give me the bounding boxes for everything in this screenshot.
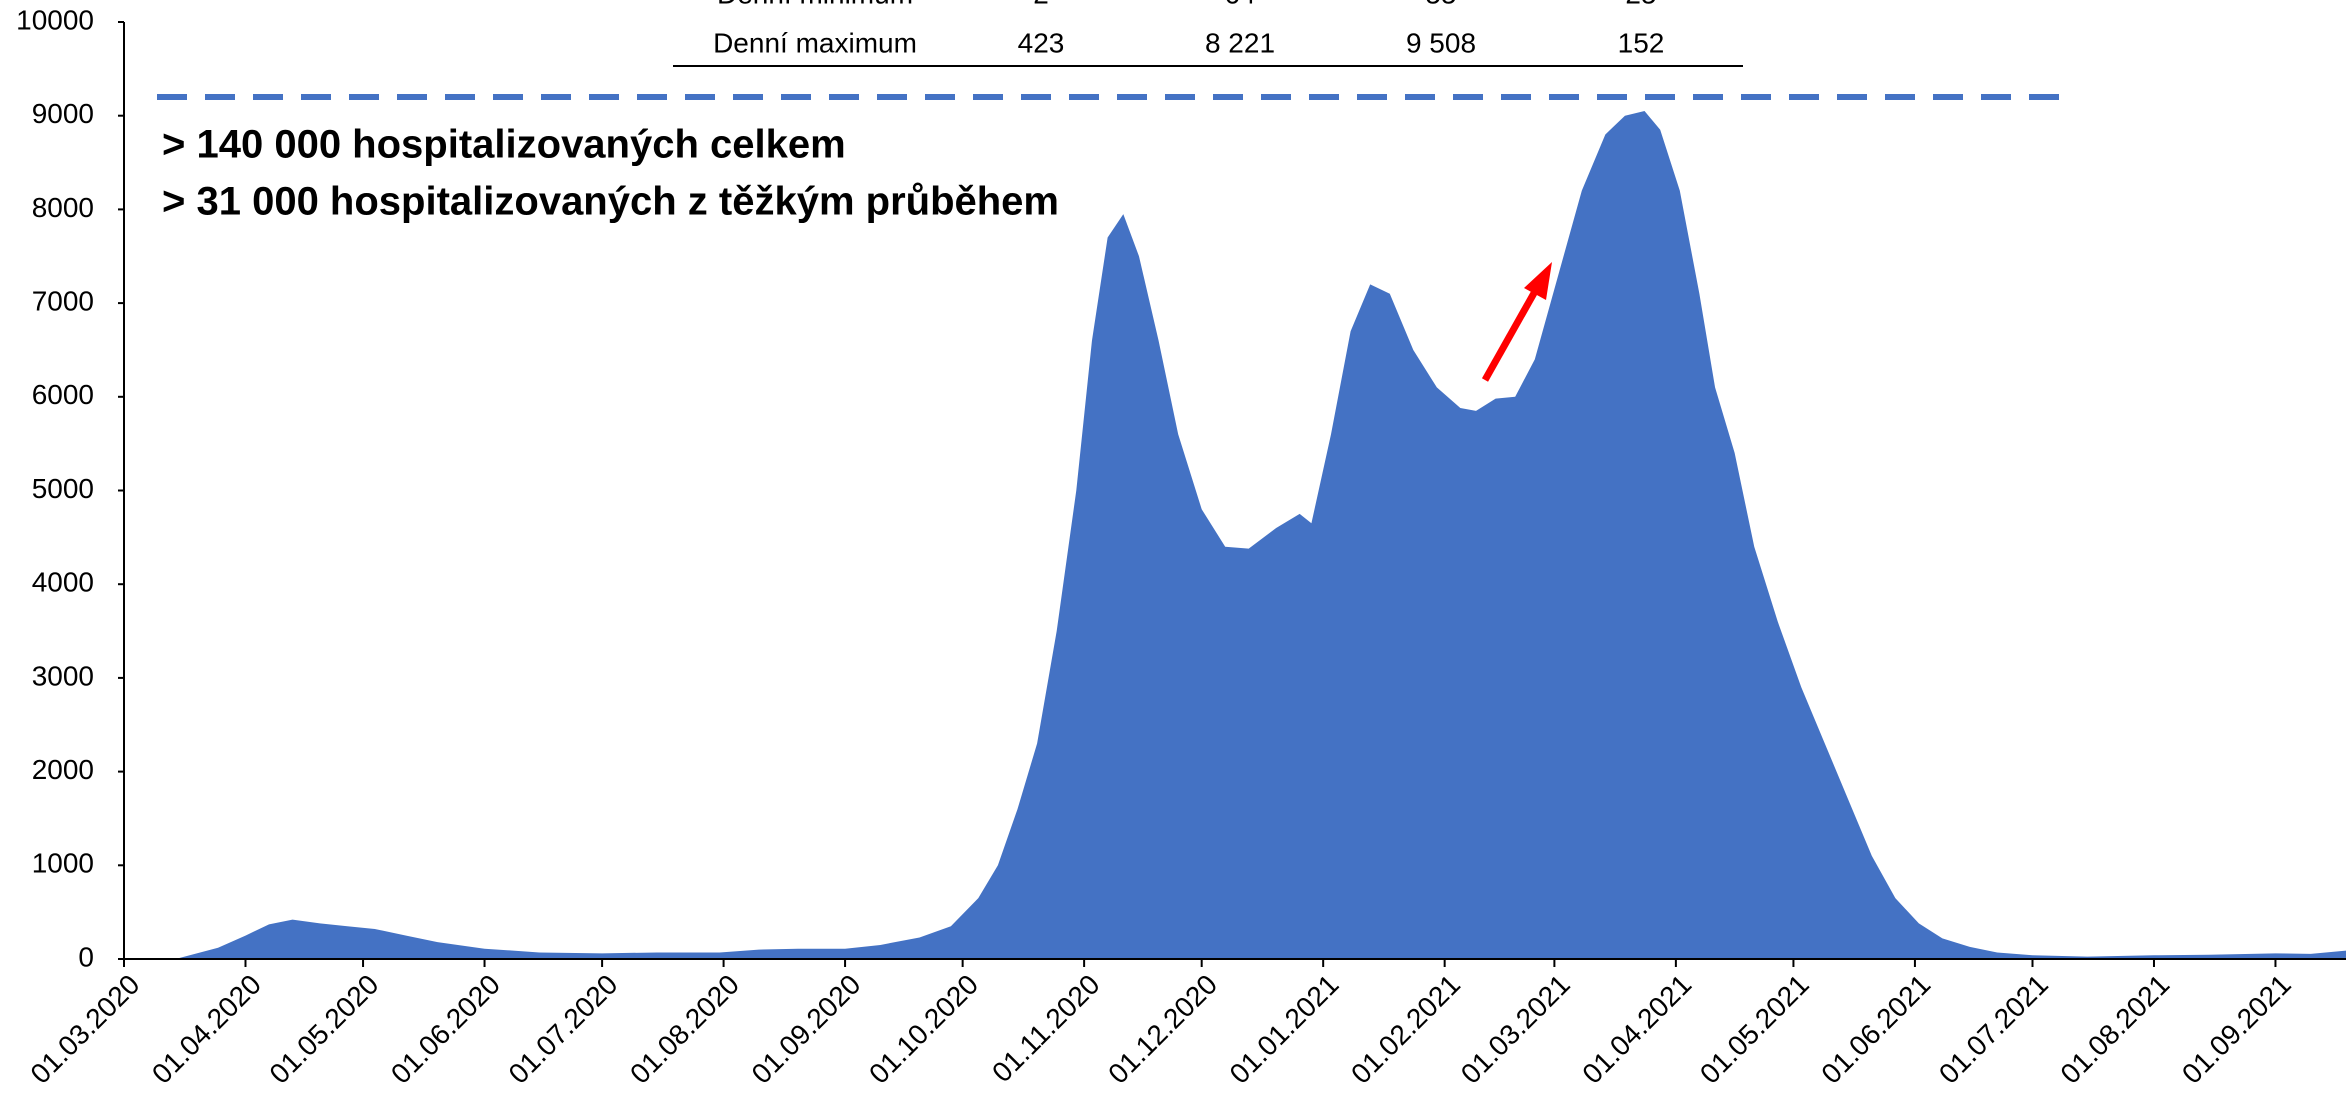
x-tick-label: 01.03.2021 <box>1455 969 1576 1090</box>
x-tick-label: 01.04.2021 <box>1576 969 1697 1090</box>
x-tick-label: 01.11.2020 <box>986 969 1106 1089</box>
y-tick-label: 7000 <box>32 285 94 316</box>
arrow-head <box>1524 262 1552 300</box>
table-cell: Denní minimum <box>717 0 913 9</box>
annotation: > 140 000 hospitalizovaných celkem <box>162 123 846 167</box>
y-tick-label: 4000 <box>32 567 94 598</box>
x-tick-label: 01.08.2020 <box>624 969 745 1090</box>
table-cell: 64 <box>1224 0 1255 9</box>
area <box>124 111 2346 959</box>
table-cell: Denní maximum <box>713 27 917 58</box>
table-cell: 2 <box>1033 0 1049 9</box>
x-tick-label: 01.04.2020 <box>146 969 267 1090</box>
y-tick-label: 8000 <box>32 192 94 223</box>
table-cell: 9 508 <box>1406 27 1476 58</box>
table-cell: 55 <box>1425 0 1456 9</box>
x-tick-label: 01.05.2021 <box>1694 969 1815 1090</box>
x-tick-label: 01.09.2021 <box>2176 969 2297 1090</box>
table-cell: 423 <box>1018 27 1065 58</box>
x-tick-label: 01.07.2020 <box>503 969 624 1090</box>
x-tick-label: 01.01.2021 <box>1224 969 1345 1090</box>
y-tick-label: 10000 <box>16 4 94 35</box>
x-tick-label: 01.06.2020 <box>385 969 506 1090</box>
annotation: > 31 000 hospitalizovaných z těžkým průb… <box>162 180 1059 224</box>
y-tick-label: 9000 <box>32 98 94 129</box>
y-tick-label: 0 <box>78 941 94 972</box>
y-tick-label: 2000 <box>32 754 94 785</box>
x-tick-label: 01.03.2020 <box>24 969 145 1090</box>
x-tick-label: 01.10.2020 <box>863 969 984 1090</box>
arrow <box>1481 284 1542 382</box>
x-tick-label: 01.06.2021 <box>1815 969 1936 1090</box>
x-tick-label: 01.12.2020 <box>1102 969 1223 1090</box>
table-cell: 8 221 <box>1205 27 1275 58</box>
x-tick-label: 01.08.2021 <box>2054 969 2175 1090</box>
x-tick-label: 01.07.2021 <box>1933 969 2054 1090</box>
x-tick-label: 01.09.2020 <box>746 969 867 1090</box>
y-tick-label: 1000 <box>32 848 94 879</box>
y-tick-label: 5000 <box>32 473 94 504</box>
table-cell: 152 <box>1618 27 1665 58</box>
x-tick-label: 01.02.2021 <box>1345 969 1466 1090</box>
y-tick-label: 3000 <box>32 660 94 691</box>
x-tick-label: 01.05.2020 <box>264 969 385 1090</box>
table-cell: 25 <box>1625 0 1656 9</box>
y-tick-label: 6000 <box>32 379 94 410</box>
